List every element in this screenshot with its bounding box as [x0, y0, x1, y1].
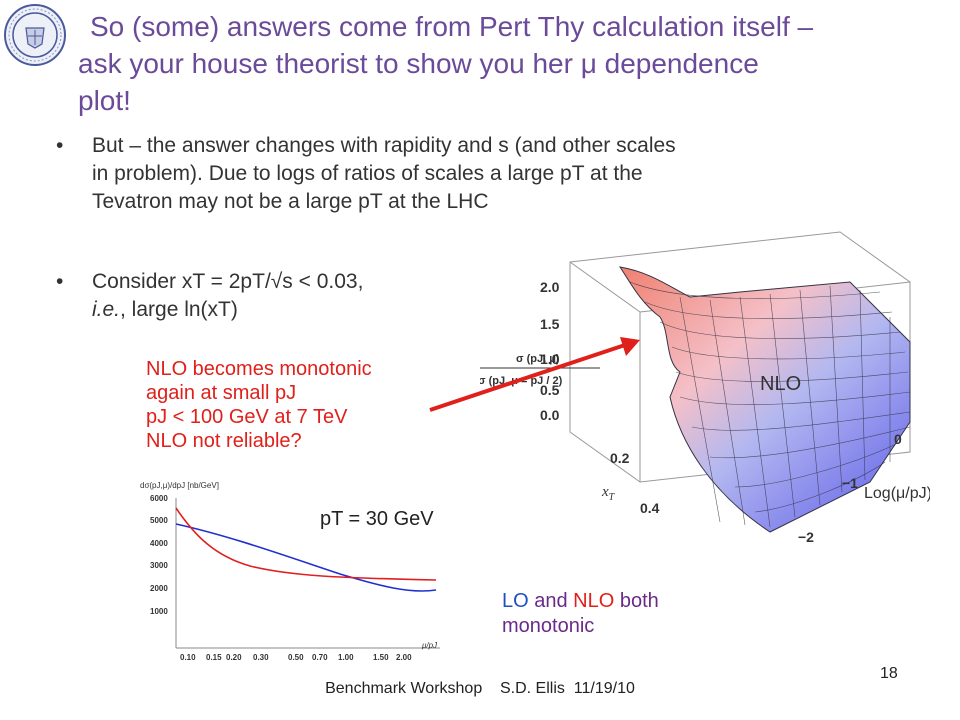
z-axis-label-denominator: σ (pJ, μ = pJ / 2) [480, 375, 563, 387]
z-axis-label-numerator: σ (pJ, μ) [516, 353, 560, 365]
plot2d-x-tick: 1.50 [373, 653, 389, 662]
lonlo-line-2: monotonic [502, 615, 595, 637]
lo-label: LO [502, 590, 529, 612]
nlo-monotonic-note: NLO becomes monotonic again at small pJ … [146, 357, 466, 453]
plot2d-x-tick: 0.30 [253, 653, 269, 662]
lo-nlo-monotonic-note: LO and NLO both monotonic [502, 589, 659, 639]
plot2d-x-tick: 0.20 [226, 653, 242, 662]
lo-curve [175, 523, 437, 592]
lonlo-line-1: LO and NLO both [502, 589, 659, 614]
surface-grid [629, 281, 911, 528]
bullet-2-line-1: Consider xT = 2pT/√s < 0.03, [92, 270, 364, 293]
plot2d-x-tick: 0.10 [180, 653, 196, 662]
university-seal-logo [4, 4, 66, 66]
x-axis-label: xT [601, 484, 616, 503]
plot2d-y-tick: 3000 [150, 561, 168, 570]
note-line-4: NLO not reliable? [146, 430, 302, 452]
x-tick-label: 0.4 [640, 500, 660, 516]
slide-footer: Benchmark Workshop S.D. Ellis 11/19/10 [325, 680, 635, 697]
note-line-1: NLO becomes monotonic [146, 358, 372, 380]
bullet-1-line-1: But – the answer changes with rapidity a… [92, 134, 676, 157]
title-line-3: plot! [78, 85, 131, 116]
bullet-2-line-2-rest: , large ln(xT) [120, 298, 238, 321]
page-number: 18 [880, 665, 898, 682]
plot2d-y-axis-label: dσ(pJ,μ)/dpJ [nb/GeV] [140, 481, 219, 490]
and-text: and [528, 590, 574, 612]
plot2d-x-tick: 0.70 [312, 653, 328, 662]
note-line-2: again at small pJ [146, 382, 297, 404]
ie-text: i.e. [92, 298, 121, 321]
plot2d-x-tick: 0.50 [288, 653, 304, 662]
plot2d-y-tick: 5000 [150, 516, 168, 525]
bullet-1-line-3: Tevatron may not be a large pT at the LH… [92, 190, 489, 213]
z-tick-label: 0.0 [540, 407, 560, 423]
nlo-surface-plot: 2.0 1.5 1.0 0.5 0.0 σ (pJ, μ) σ (pJ, μ =… [480, 231, 930, 545]
bullet-xt: • Consider xT = 2pT/√s < 0.03, i.e., lar… [56, 268, 472, 324]
surface-nlo-label: NLO [760, 373, 802, 395]
plot2d-x-tick: 2.00 [396, 653, 412, 662]
nlo-curve [175, 507, 437, 581]
plot2d-x-tick: 0.15 [206, 653, 222, 662]
bullet-dot: • [56, 270, 64, 293]
title-line-2: ask your house theorist to show you her … [78, 48, 759, 79]
plot2d-x-axis-label: μ/pJ [421, 641, 438, 650]
slide-title: So (some) answers come from Pert Thy cal… [78, 8, 948, 119]
nlo-label: NLO [573, 590, 615, 612]
plot2d-x-tick: 1.00 [338, 653, 354, 662]
bullet-rapidity: • But – the answer changes with rapidity… [56, 132, 852, 216]
y-tick-label: −2 [798, 529, 814, 545]
plot2d-y-tick: 6000 [150, 494, 168, 503]
cross-section-mu-plot: dσ(pJ,μ)/dpJ [nb/GeV] 6000 5000 4000 300… [140, 481, 440, 662]
bullet-2-line-2: i.e., large ln(xT) [92, 296, 472, 324]
y-tick-label: −1 [842, 475, 858, 491]
y-tick-label: 0 [894, 431, 902, 447]
title-line-1: So (some) answers come from Pert Thy cal… [90, 11, 814, 42]
note-line-3: pJ < 100 GeV at 7 TeV [146, 406, 348, 428]
x-tick-label: 0.2 [610, 450, 630, 466]
z-tick-label: 2.0 [540, 279, 560, 295]
plot2d-y-tick: 1000 [150, 607, 168, 616]
z-tick-label: 1.5 [540, 316, 560, 332]
y-axis-label: Log(μ/pJ) [864, 485, 930, 502]
pt-annotation: pT = 30 GeV [320, 508, 434, 530]
bullet-1-line-2: in problem). Due to logs of ratios of sc… [92, 162, 643, 185]
both-text: both [614, 590, 659, 612]
plot2d-y-tick: 4000 [150, 539, 168, 548]
bullet-dot: • [56, 134, 64, 157]
plot2d-y-tick: 2000 [150, 584, 168, 593]
